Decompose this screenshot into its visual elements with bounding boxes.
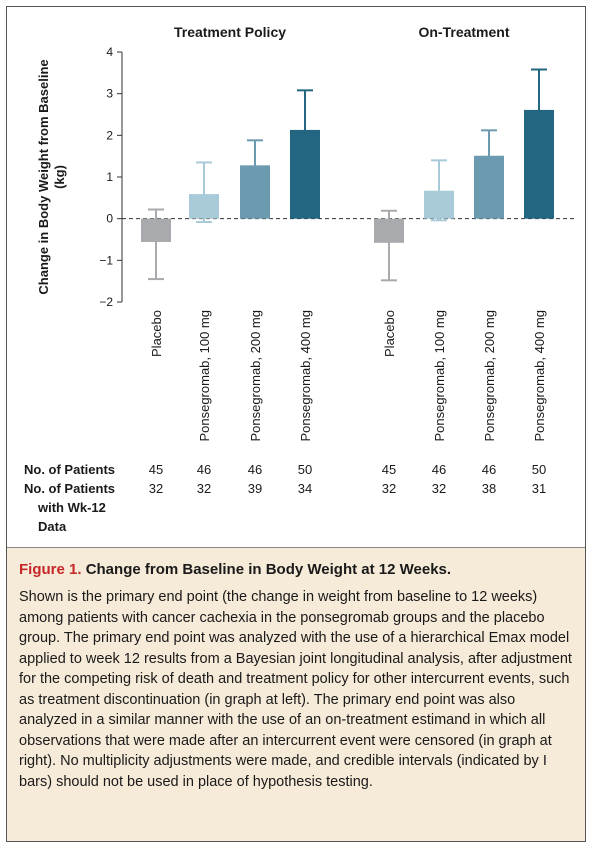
- x-category-label: Ponsegromab, 200 mg: [482, 310, 497, 442]
- figure-frame: [6, 6, 586, 842]
- row-label-patients: No. of Patients: [24, 462, 115, 477]
- patients-count: 45: [382, 462, 396, 477]
- y-tick-label: 2: [106, 128, 113, 142]
- patients-count: 46: [248, 462, 262, 477]
- patients-count: 50: [532, 462, 546, 477]
- patients-count: 46: [482, 462, 496, 477]
- y-tick-label: −1: [99, 253, 113, 267]
- y-tick-label: 3: [106, 87, 113, 101]
- figure-label: Figure 1.: [19, 561, 82, 578]
- figure-caption: Figure 1. Change from Baseline in Body W…: [7, 547, 585, 841]
- figure-title: Change from Baseline in Body Weight at 1…: [85, 561, 452, 578]
- patients-wk12-count: 39: [248, 481, 262, 496]
- panel-title: On-Treatment: [418, 24, 509, 40]
- y-tick-label: −2: [99, 295, 113, 309]
- x-category-label: Ponsegromab, 200 mg: [248, 310, 263, 442]
- caption-body: Shown is the primary end point (the chan…: [19, 589, 572, 790]
- patients-count: 50: [298, 462, 312, 477]
- row-label-wk12: Data: [38, 519, 67, 534]
- patients-count: 46: [197, 462, 211, 477]
- patients-count: 45: [149, 462, 163, 477]
- y-tick-label: 1: [106, 170, 113, 184]
- patients-wk12-count: 31: [532, 481, 546, 496]
- y-tick-label: 0: [106, 212, 113, 226]
- x-category-label: Ponsegromab, 100 mg: [197, 310, 212, 442]
- y-axis-label: Change in Body Weight from Baseline: [36, 59, 51, 294]
- x-category-label: Placebo: [149, 310, 164, 357]
- row-label-wk12: No. of Patients: [24, 481, 115, 496]
- caption-heading: Figure 1. Change from Baseline in Body W…: [19, 560, 573, 579]
- patients-wk12-count: 34: [298, 481, 312, 496]
- y-tick-label: 4: [106, 45, 113, 59]
- patients-wk12-count: 32: [197, 481, 211, 496]
- patients-count: 46: [432, 462, 446, 477]
- x-category-label: Placebo: [382, 310, 397, 357]
- panel-title: Treatment Policy: [174, 24, 286, 40]
- x-category-label: Ponsegromab, 100 mg: [432, 310, 447, 442]
- row-label-wk12: with Wk-12: [37, 500, 106, 515]
- y-axis-label: (kg): [52, 165, 67, 189]
- patients-wk12-count: 32: [149, 481, 163, 496]
- x-category-label: Ponsegromab, 400 mg: [532, 310, 547, 442]
- patients-wk12-count: 32: [432, 481, 446, 496]
- patients-wk12-count: 32: [382, 481, 396, 496]
- patients-wk12-count: 38: [482, 481, 496, 496]
- x-category-label: Ponsegromab, 400 mg: [298, 310, 313, 442]
